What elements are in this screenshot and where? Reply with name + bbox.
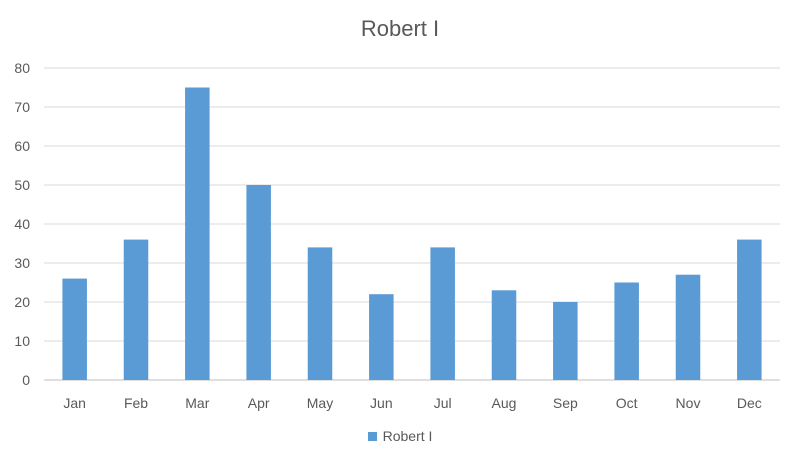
legend-swatch — [367, 431, 377, 441]
bar-dec — [737, 239, 762, 380]
chart-title: Robert I — [360, 16, 440, 41]
bar-jan — [62, 278, 87, 380]
x-tick-label: May — [307, 395, 333, 411]
y-tick-label: 80 — [14, 60, 30, 76]
bar-aug — [491, 290, 517, 380]
bar-feb — [123, 239, 149, 380]
bars — [62, 87, 762, 380]
x-tick-label: Jul — [434, 395, 452, 411]
legend: Robert I — [0, 428, 800, 444]
x-tick-label: Jan — [63, 395, 86, 411]
y-tick-label: 10 — [14, 333, 30, 349]
gridlines — [44, 67, 780, 381]
x-tick-label: Sep — [553, 395, 578, 411]
bar-sep — [553, 302, 578, 380]
x-tick-labels: Jan Feb Mar Apr May Jun Jul Aug Sep Oct Nov Dec — [63, 395, 761, 411]
bar-oct — [614, 282, 639, 380]
x-tick-label: Aug — [492, 395, 517, 411]
y-tick-label: 20 — [14, 294, 30, 310]
legend-label: Robert I — [382, 428, 433, 444]
x-tick-label: Feb — [124, 395, 148, 411]
bar-may — [307, 247, 333, 380]
x-tick-label: Apr — [248, 395, 270, 411]
y-tick-labels: 0 10 20 30 40 50 60 70 80 — [14, 60, 30, 388]
bar-apr — [246, 185, 271, 380]
bar-nov — [675, 274, 701, 380]
x-tick-label: Dec — [737, 395, 762, 411]
x-tick-label: Mar — [185, 395, 209, 411]
y-tick-label: 50 — [14, 177, 30, 193]
y-tick-label: 60 — [14, 138, 30, 154]
y-tick-label: 30 — [14, 255, 30, 271]
bar-jun — [369, 294, 394, 380]
y-tick-label: 0 — [22, 372, 30, 388]
bar-jul — [430, 247, 455, 380]
x-tick-label: Nov — [676, 395, 701, 411]
y-tick-label: 40 — [14, 216, 30, 232]
x-tick-label: Jun — [370, 395, 393, 411]
x-tick-label: Oct — [616, 395, 638, 411]
y-tick-label: 70 — [14, 99, 30, 115]
bar-mar — [185, 87, 210, 380]
